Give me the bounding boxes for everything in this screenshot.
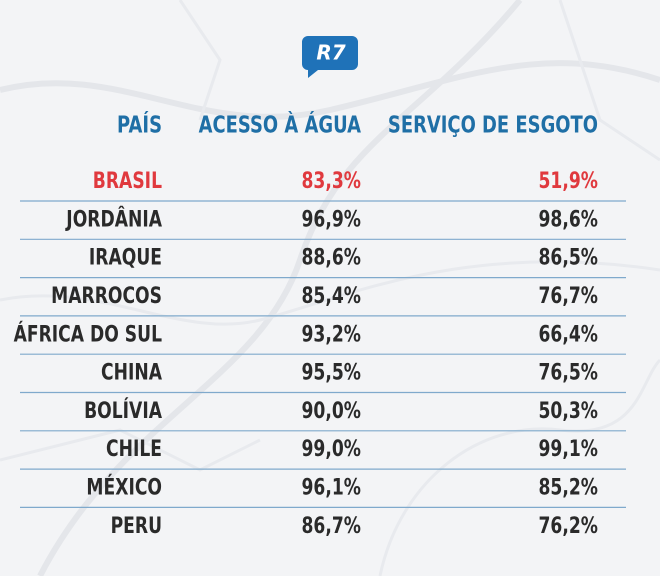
cell: MÉXICO	[86, 474, 162, 500]
cell: 76,5%	[538, 360, 598, 386]
cell: 98,6%	[538, 206, 598, 232]
logo-text: R7	[316, 41, 345, 65]
cell: 76,2%	[538, 513, 598, 539]
cell: 86,7%	[301, 513, 361, 539]
highlight-cell: 51,9%	[538, 168, 598, 194]
cell: MARROCOS	[51, 283, 162, 309]
cell: PERU	[111, 513, 162, 539]
highlight-cell: BRASIL	[93, 168, 163, 194]
cell: 99,0%	[301, 436, 361, 462]
logo-bubble	[302, 36, 358, 78]
cell: 96,9%	[301, 206, 361, 232]
cell: 86,5%	[538, 245, 598, 271]
cell: 76,7%	[538, 283, 598, 309]
cell: 85,4%	[301, 283, 361, 309]
cell: 93,2%	[301, 321, 361, 347]
highlight-cell: 83,3%	[301, 168, 361, 194]
cell: 66,4%	[538, 321, 598, 347]
cell: 90,0%	[301, 398, 361, 424]
cell: 88,6%	[301, 245, 361, 271]
cell: CHILE	[106, 436, 162, 462]
header-cell: SERVIÇO DE ESGOTO	[388, 112, 598, 139]
cell: 96,1%	[301, 474, 361, 500]
cell: BOLÍVIA	[84, 398, 163, 424]
cell: 50,3%	[538, 398, 598, 424]
header-cell: ACESSO À ÁGUA	[199, 110, 361, 138]
cell: IRAQUE	[89, 245, 162, 271]
logo: R7	[302, 36, 358, 78]
cell: 85,2%	[538, 474, 598, 500]
cell: ÁFRICA DO SUL	[14, 321, 163, 347]
header-cell: PAÍS	[117, 110, 162, 138]
cell: 95,5%	[301, 360, 361, 386]
cell: JORDÂNIA	[65, 206, 163, 232]
table: PAÍS ACESSO À ÁGUA SERVIÇO DE ESGOTO BRASIL…	[14, 110, 626, 538]
cell: CHINA	[101, 360, 163, 386]
cell: 99,1%	[538, 436, 598, 462]
